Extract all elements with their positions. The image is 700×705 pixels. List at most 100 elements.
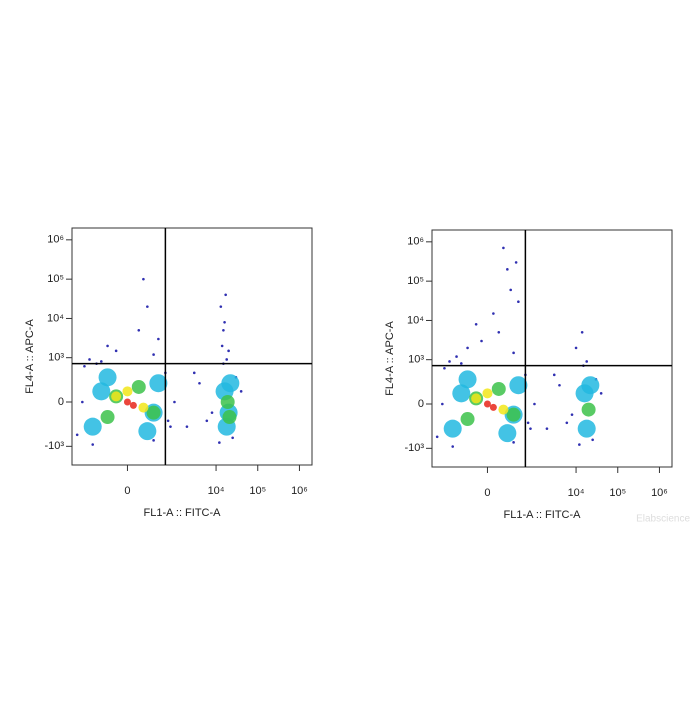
- point: [443, 366, 446, 370]
- point: [512, 351, 515, 355]
- point: [451, 445, 455, 448]
- plot-frame: [71, 227, 313, 466]
- point: [152, 439, 155, 442]
- points: [435, 246, 603, 448]
- y-tick-label: 10⁵: [47, 273, 64, 285]
- point: [137, 328, 141, 332]
- point: [219, 305, 223, 308]
- point: [575, 384, 594, 403]
- point: [218, 441, 221, 444]
- point: [491, 381, 506, 396]
- point: [517, 300, 520, 304]
- x-tick-label: 10⁵: [609, 487, 626, 499]
- x-tick-label: 0: [484, 487, 490, 499]
- point: [483, 400, 491, 408]
- point: [146, 305, 149, 308]
- point: [166, 419, 170, 423]
- y-axis-title: FL4-A :: APC-A: [384, 321, 396, 396]
- point: [138, 402, 149, 413]
- point: [514, 261, 518, 264]
- point: [480, 339, 483, 343]
- x-tick-label: 10⁴: [208, 485, 225, 497]
- point: [231, 436, 234, 440]
- point: [157, 337, 160, 341]
- y-tick-label: -10³: [44, 440, 64, 452]
- points: [75, 277, 243, 446]
- point: [100, 410, 115, 425]
- point: [111, 391, 122, 402]
- point: [220, 344, 224, 348]
- point: [558, 383, 561, 387]
- point: [98, 368, 117, 387]
- point: [585, 360, 589, 363]
- point: [173, 400, 176, 404]
- point: [83, 417, 102, 436]
- point: [210, 411, 214, 414]
- point: [497, 330, 501, 334]
- point: [533, 402, 536, 406]
- point: [205, 419, 209, 423]
- y-tick-label: 10³: [48, 352, 64, 364]
- point: [452, 384, 471, 403]
- point: [131, 379, 146, 394]
- point: [489, 403, 497, 411]
- point: [149, 374, 168, 393]
- point: [122, 386, 133, 397]
- point: [83, 364, 86, 368]
- point: [75, 433, 79, 437]
- x-tick-label: 10⁴: [568, 487, 585, 499]
- point: [482, 388, 493, 399]
- point: [152, 353, 155, 356]
- point: [565, 421, 569, 425]
- point: [580, 330, 584, 334]
- y-tick-label: 10⁶: [407, 236, 424, 248]
- point: [455, 355, 458, 358]
- point: [492, 312, 495, 315]
- point: [509, 288, 513, 292]
- point: [222, 410, 237, 425]
- point: [81, 400, 84, 404]
- point: [138, 422, 157, 441]
- y-tick-label: 10⁴: [407, 314, 424, 326]
- x-tick-label: 10⁶: [291, 485, 308, 497]
- y-tick-label: -10³: [404, 442, 424, 454]
- point: [591, 438, 594, 442]
- point: [100, 360, 103, 363]
- point: [220, 395, 235, 410]
- point: [114, 349, 118, 353]
- point: [169, 425, 172, 428]
- y-tick-label: 10⁶: [47, 234, 64, 246]
- x-tick-label: 0: [124, 485, 130, 497]
- x-tick-label: 10⁵: [249, 485, 266, 497]
- point: [123, 398, 131, 406]
- plot-frame: [431, 229, 673, 468]
- point: [570, 413, 574, 416]
- point: [239, 390, 243, 393]
- point: [460, 362, 463, 365]
- point: [529, 427, 532, 430]
- point: [224, 293, 227, 297]
- point: [129, 401, 137, 409]
- point: [466, 346, 469, 350]
- point: [577, 419, 596, 438]
- x-axis-title: FL1-A :: FITC-A: [143, 507, 221, 519]
- y-tick-label: 0: [58, 396, 64, 408]
- point: [198, 381, 201, 385]
- point: [526, 421, 530, 425]
- point: [146, 405, 161, 420]
- point: [441, 402, 444, 406]
- point: [552, 373, 556, 377]
- y-tick-label: 10⁴: [47, 312, 64, 324]
- point: [502, 246, 505, 250]
- point: [574, 346, 578, 350]
- point: [581, 402, 596, 417]
- point: [223, 320, 226, 324]
- point: [474, 322, 478, 326]
- point: [460, 412, 475, 427]
- watermark: Elabscience: [636, 514, 690, 525]
- point: [443, 419, 462, 438]
- x-axis-title: FL1-A :: FITC-A: [503, 509, 581, 521]
